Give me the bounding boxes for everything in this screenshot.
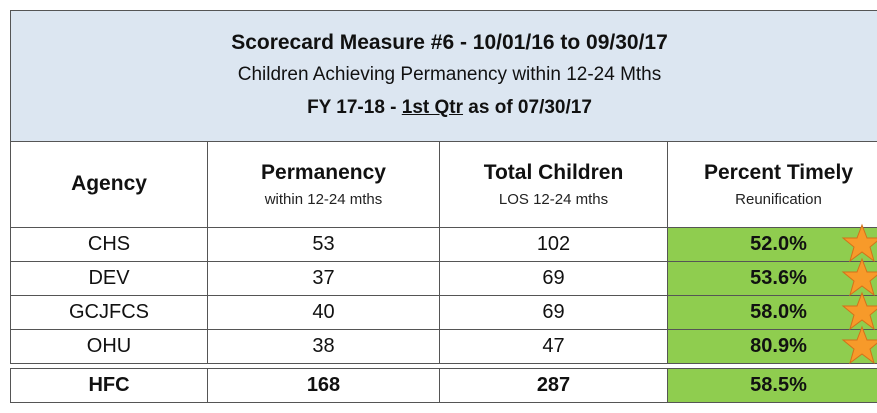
total-cell: HFC: [10, 369, 208, 403]
period: FY 17-18 - 1st Qtr as of 07/30/17: [11, 97, 877, 119]
column-header: Percent Timely Reunification: [668, 141, 877, 228]
period-quarter: 1st Qtr: [401, 97, 464, 118]
table-cell: OHU: [10, 330, 208, 364]
column-header: Permanency within 12-24 mths: [208, 141, 440, 228]
column-subheader: Reunification: [735, 190, 822, 208]
column-title: Permanency: [261, 160, 386, 184]
column-title: Percent Timely: [703, 160, 854, 184]
total-cell: 168: [208, 369, 440, 403]
total-cell: 287: [440, 369, 668, 403]
table-cell: GCJFCS: [10, 296, 208, 330]
table-cell: 53: [208, 228, 440, 262]
percent-cell: 53.6%: [668, 262, 877, 296]
column-title: Agency: [71, 172, 147, 195]
percent-cell: 58.5%: [668, 369, 877, 403]
title: Scorecard Measure #6 - 10/01/16 to 09/30…: [231, 31, 668, 54]
table-cell: 47: [440, 330, 668, 364]
period-text: FY 17-18 -: [307, 97, 402, 118]
column-subheader: within 12-24 mths: [264, 190, 383, 208]
percent-cell: 58.0%: [668, 296, 877, 330]
table-cell: 69: [440, 296, 668, 330]
column-subheader: LOS 12-24 mths: [498, 190, 609, 208]
table-cell: 102: [440, 228, 668, 262]
table-cell: 38: [208, 330, 440, 364]
column-title: Total Children: [483, 160, 624, 184]
subtitle: Children Achieving Permanency within 12-…: [237, 64, 662, 85]
table-cell: 37: [208, 262, 440, 296]
table-cell: 69: [440, 262, 668, 296]
double-rule: [10, 364, 877, 369]
column-header: Total Children LOS 12-24 mths: [440, 141, 668, 228]
period-text: as of 07/30/17: [463, 97, 592, 118]
percent-cell: 80.9%: [668, 330, 877, 364]
header: Scorecard Measure #6 - 10/01/16 to 09/30…: [10, 10, 877, 142]
table-cell: DEV: [10, 262, 208, 296]
percent-cell: 52.0%: [668, 228, 877, 262]
column-header: Agency: [10, 141, 208, 228]
table-cell: 40: [208, 296, 440, 330]
table-cell: CHS: [10, 228, 208, 262]
